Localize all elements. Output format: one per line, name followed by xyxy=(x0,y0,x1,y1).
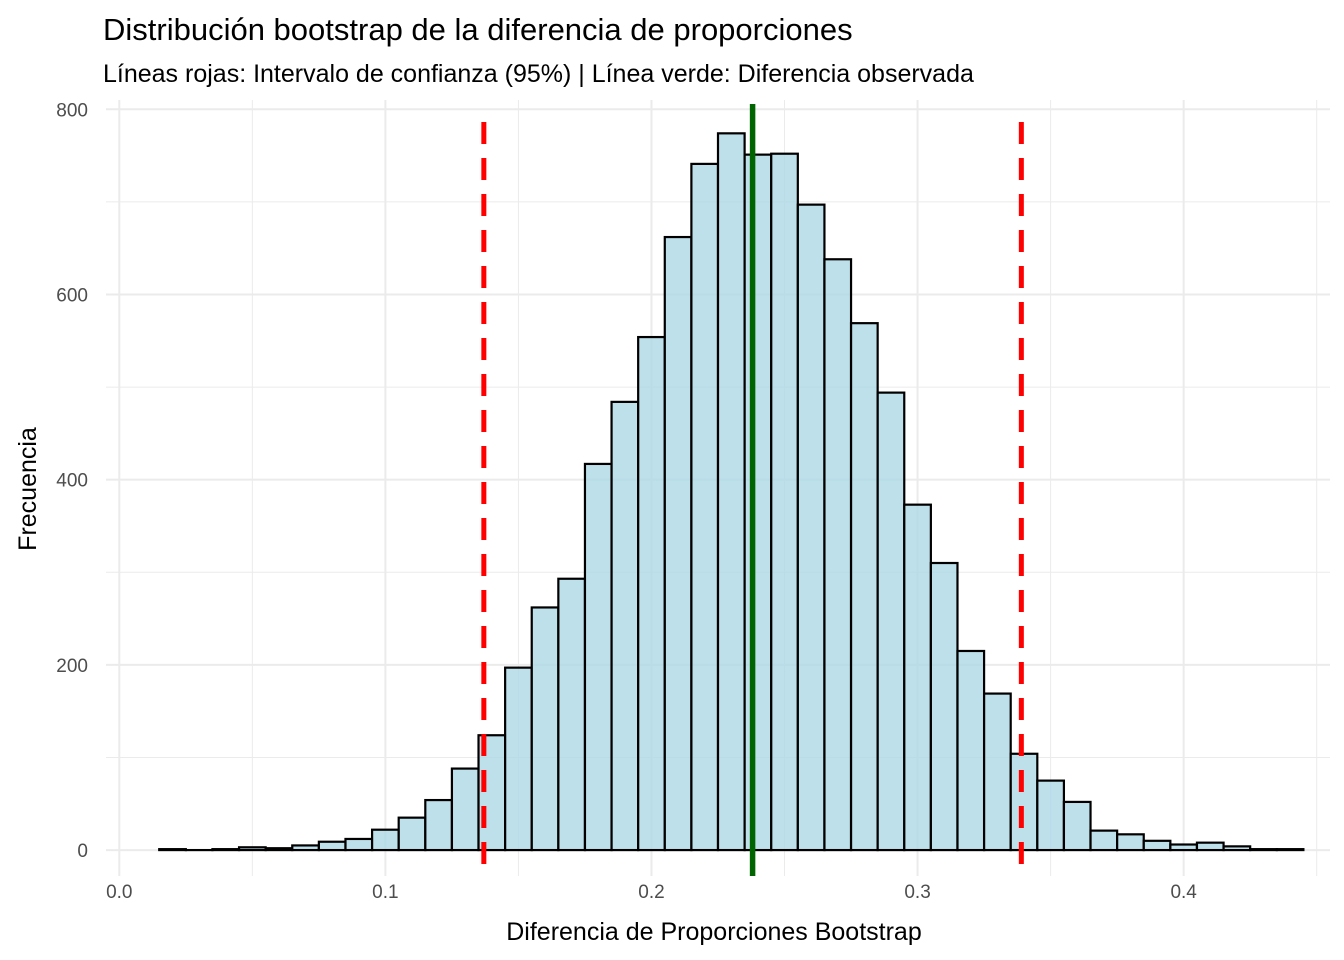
histogram-bar xyxy=(344,837,374,852)
histogram-bar xyxy=(557,577,587,852)
histogram-bar xyxy=(291,844,320,852)
histogram-bar xyxy=(504,666,533,852)
x-tick-label-0-0: 0.0 xyxy=(106,882,132,903)
histogram-bar xyxy=(716,132,746,852)
histogram-bar xyxy=(1142,839,1172,852)
x-tick-label-0-1: 0.1 xyxy=(372,882,398,903)
reference-lines xyxy=(481,104,1024,876)
chart-title: Distribución bootstrap de la diferencia … xyxy=(103,12,853,47)
histogram-bar xyxy=(610,400,640,852)
y-tick-label-200: 200 xyxy=(56,656,88,677)
histogram-bar xyxy=(849,322,879,852)
histogram-bar xyxy=(1062,800,1092,852)
histogram-bar xyxy=(583,462,613,852)
x-axis-title: Diferencia de Proporciones Bootstrap xyxy=(506,918,922,946)
histogram-bar xyxy=(477,734,507,852)
histogram-bar xyxy=(690,162,720,852)
y-tick-label-400: 400 xyxy=(56,471,88,492)
histogram-bar xyxy=(1036,779,1066,852)
histogram-bar xyxy=(982,692,1012,852)
histogram-bar xyxy=(397,816,427,852)
y-tick-label-0: 0 xyxy=(77,841,88,862)
histogram-bar xyxy=(1275,848,1305,852)
histogram-bar xyxy=(317,840,347,852)
histogram-bar xyxy=(876,391,906,852)
histogram-bar xyxy=(663,235,693,852)
histogram-bar xyxy=(530,606,560,852)
histogram-bar xyxy=(956,649,986,852)
histogram-bar xyxy=(1222,845,1252,852)
histogram-bar xyxy=(237,846,267,852)
y-tick-label-600: 600 xyxy=(56,285,88,306)
histogram-bar xyxy=(211,848,241,852)
histogram-bar xyxy=(1116,833,1145,852)
x-tick-label-0-3: 0.3 xyxy=(904,882,930,903)
x-tick-label-0-4: 0.4 xyxy=(1170,882,1197,903)
histogram-bar xyxy=(450,767,480,852)
histogram-bar xyxy=(158,848,187,852)
histogram-bar xyxy=(903,503,932,852)
histogram-bar xyxy=(1249,848,1278,852)
y-axis-title: Frecuencia xyxy=(14,427,42,551)
histogram-bar xyxy=(637,335,666,852)
histogram-bar xyxy=(1195,841,1225,852)
histogram-bars xyxy=(158,132,1305,852)
histogram-bar xyxy=(264,847,294,852)
y-tick-label-800: 800 xyxy=(56,100,88,121)
histogram-bar xyxy=(823,258,853,852)
histogram-bar xyxy=(796,203,826,852)
histogram-bar xyxy=(1009,752,1039,852)
chart-subtitle: Líneas rojas: Intervalo de confianza (95… xyxy=(103,60,974,88)
histogram-bar xyxy=(929,561,959,852)
histogram-bar xyxy=(770,152,799,852)
histogram-bar xyxy=(424,798,454,852)
histogram-bar xyxy=(1169,843,1199,852)
y-axis-ticks: 0 200 400 600 800 xyxy=(56,100,88,862)
histogram-bar xyxy=(1089,829,1119,852)
x-tick-label-0-2: 0.2 xyxy=(638,882,664,903)
x-axis-ticks: 0.0 0.1 0.2 0.3 0.4 xyxy=(106,882,1197,903)
histogram-bar xyxy=(370,828,400,852)
histogram-bar xyxy=(743,153,773,852)
